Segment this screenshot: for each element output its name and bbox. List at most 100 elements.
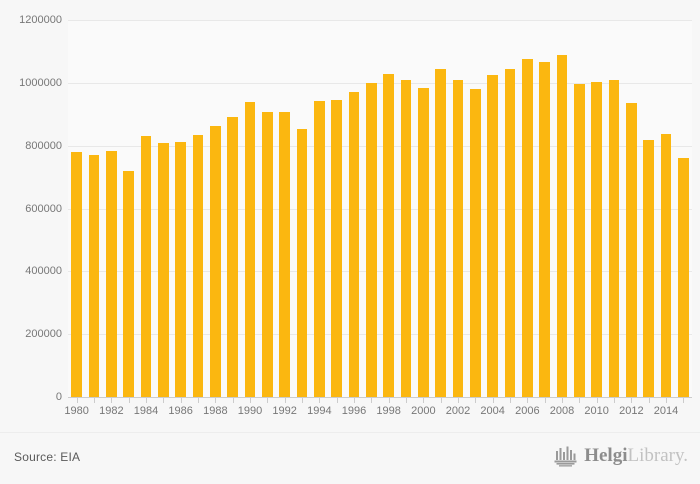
x-axis-line <box>68 397 692 398</box>
x-axis-ticks <box>68 397 692 403</box>
source-label: Source: EIA <box>14 450 81 464</box>
logo-brand-secondary: Library <box>627 445 684 466</box>
x-axis-tick <box>371 397 373 403</box>
x-axis-tick <box>596 397 598 403</box>
x-axis-tick <box>163 397 165 403</box>
y-axis-tick-label: 1200000 <box>19 14 62 26</box>
logo-brand-suffix: . <box>683 445 688 466</box>
bar[interactable] <box>262 112 273 397</box>
bar[interactable] <box>279 112 290 397</box>
bar[interactable] <box>522 58 533 397</box>
x-axis-tick <box>527 397 529 403</box>
bar[interactable] <box>400 80 412 397</box>
bar[interactable] <box>296 129 308 397</box>
bar[interactable] <box>660 134 672 397</box>
bar[interactable] <box>643 140 654 397</box>
x-axis-tick <box>423 397 425 403</box>
logo-brand-primary: Helgi <box>584 445 628 466</box>
y-axis-tick-label: 1000000 <box>19 76 62 89</box>
x-axis-tick <box>388 397 390 403</box>
x-axis-tick-label: 1986 <box>168 405 193 417</box>
x-axis-tick <box>146 397 147 403</box>
y-axis-labels: 0 200000 400000 600000 800000 1000000 1200000 <box>0 0 62 432</box>
gridline <box>68 20 692 21</box>
bar[interactable] <box>574 84 585 397</box>
gridline <box>68 82 692 84</box>
x-axis-tick <box>180 397 182 403</box>
x-axis-tick <box>614 397 615 403</box>
x-axis-tick <box>128 397 130 403</box>
bar[interactable] <box>331 100 342 397</box>
x-axis-tick <box>562 397 563 403</box>
x-axis-tick <box>354 397 355 403</box>
x-axis-tick-label: 1982 <box>99 405 124 417</box>
bar-series <box>68 20 692 397</box>
bar[interactable] <box>556 54 568 397</box>
gridline <box>68 208 692 210</box>
logo-wordmark: HelgiLibrary. <box>584 445 688 467</box>
bar[interactable] <box>158 143 169 397</box>
x-axis-tick <box>336 397 338 403</box>
bar[interactable] <box>591 81 602 397</box>
bar[interactable] <box>678 157 689 397</box>
bar[interactable] <box>106 151 117 397</box>
bar[interactable] <box>244 102 256 397</box>
bar[interactable] <box>348 91 360 397</box>
bar[interactable] <box>383 74 394 397</box>
x-axis-tick <box>215 397 217 403</box>
bar[interactable] <box>123 171 134 397</box>
bar[interactable] <box>504 69 516 397</box>
x-axis-tick <box>440 397 442 403</box>
plot-area: 0 200000 400000 600000 800000 1000000 1200000 … <box>0 0 692 432</box>
bar[interactable] <box>539 62 550 397</box>
x-axis-tick-label: 1996 <box>341 405 367 417</box>
bar[interactable] <box>366 82 377 397</box>
bar[interactable] <box>487 74 498 397</box>
x-axis-tick <box>94 397 95 403</box>
x-axis-tick-label: 1992 <box>272 405 297 417</box>
bar[interactable] <box>608 80 620 397</box>
x-axis-tick-label: 2014 <box>653 405 679 417</box>
x-axis-tick <box>198 397 199 403</box>
x-axis-tick <box>579 397 581 403</box>
bar[interactable] <box>418 88 429 397</box>
helgi-library-logo[interactable]: HelgiLibrary. <box>553 445 688 467</box>
x-axis-tick <box>267 397 269 403</box>
x-axis-tick <box>250 397 251 403</box>
x-axis-tick-label: 2008 <box>549 405 575 417</box>
x-axis-tick <box>406 397 407 403</box>
bar[interactable] <box>140 135 152 397</box>
bar[interactable] <box>470 89 481 397</box>
bar[interactable] <box>435 69 446 397</box>
bar[interactable] <box>210 126 221 397</box>
bar[interactable] <box>227 117 238 397</box>
bar[interactable] <box>175 142 186 397</box>
x-axis-tick-label: 1980 <box>64 405 89 417</box>
x-axis-tick-label: 2002 <box>445 405 471 417</box>
chart-footer: Source: EIA HelgiLibrary. <box>0 432 700 484</box>
bar[interactable] <box>314 101 325 397</box>
x-axis-tick-label: 1984 <box>133 405 159 417</box>
bar[interactable] <box>71 151 82 397</box>
x-axis-tick-label: 1998 <box>376 405 401 417</box>
x-axis-tick <box>232 397 234 403</box>
x-axis-tick-label: 2012 <box>619 405 644 417</box>
x-axis-tick <box>666 397 667 403</box>
bar[interactable] <box>88 155 100 397</box>
x-axis-tick <box>544 397 546 403</box>
x-axis-tick <box>683 397 685 403</box>
x-axis-tick <box>111 397 113 403</box>
gridline <box>68 145 692 147</box>
bar[interactable] <box>192 135 204 397</box>
y-axis-tick-label: 0 <box>55 391 62 403</box>
x-axis-tick <box>631 397 633 403</box>
x-axis-tick-label: 2000 <box>411 405 436 417</box>
x-axis-tick-label: 1994 <box>307 405 332 417</box>
x-axis-tick <box>302 397 303 403</box>
x-axis-tick-label: 2004 <box>480 405 505 417</box>
bar[interactable] <box>626 102 637 397</box>
bar[interactable] <box>452 80 464 397</box>
x-axis-tick <box>475 397 477 403</box>
x-axis-tick <box>492 397 494 403</box>
